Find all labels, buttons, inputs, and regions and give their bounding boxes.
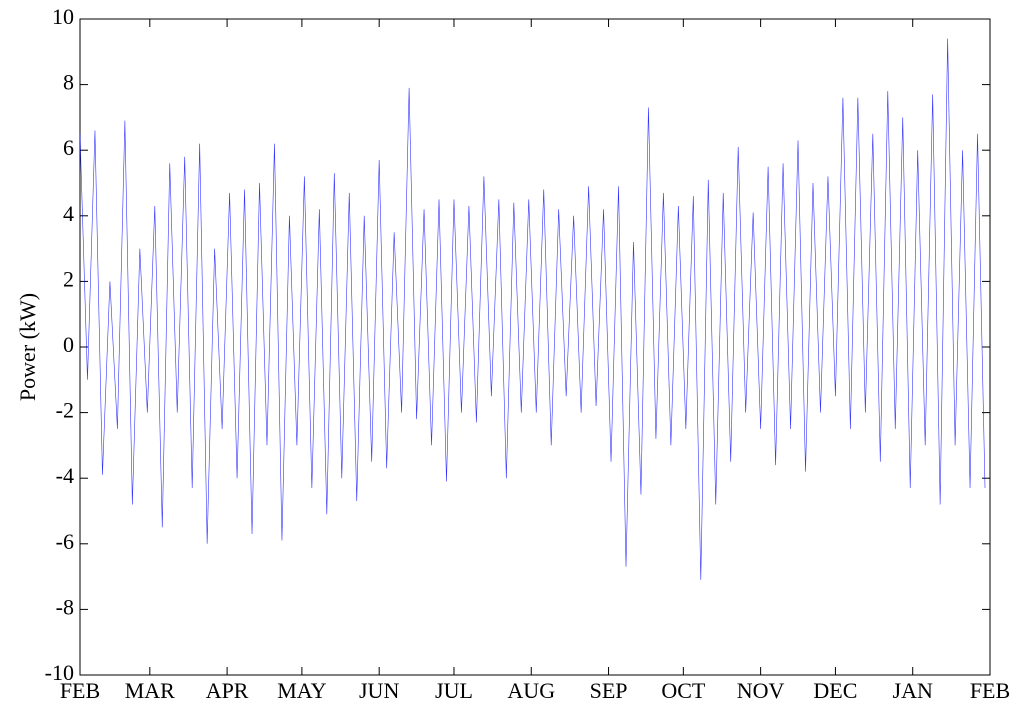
x-tick-label: DEC	[813, 678, 857, 703]
y-tick-label: -6	[56, 529, 74, 554]
y-tick-label: 2	[63, 266, 74, 291]
plot-frame	[79, 18, 991, 676]
y-tick-label: -10	[45, 660, 74, 685]
x-tick-label: JUL	[435, 678, 473, 703]
x-tick-label: JAN	[893, 678, 933, 703]
y-tick-label: 6	[63, 135, 74, 160]
x-tick-label: MAY	[277, 678, 326, 703]
x-tick-label: OCT	[661, 678, 706, 703]
y-tick-label: -4	[56, 463, 74, 488]
y-tick-label: 0	[63, 332, 74, 357]
x-tick-label: SEP	[590, 678, 628, 703]
x-tick-label: FEB	[60, 678, 100, 703]
x-tick-label: APR	[206, 678, 249, 703]
x-tick-label: AUG	[507, 678, 555, 703]
data-line	[79, 38, 986, 580]
y-tick-label: 10	[52, 4, 74, 29]
x-tick-label: NOV	[737, 678, 785, 703]
y-tick-label: 4	[63, 201, 74, 226]
x-tick-label: JUN	[359, 678, 399, 703]
y-tick-label: -2	[56, 398, 74, 423]
x-tick-label: MAR	[125, 678, 175, 703]
x-tick-label: FEB	[970, 678, 1010, 703]
y-tick-label: 8	[63, 70, 74, 95]
y-tick-label: -8	[56, 594, 74, 619]
y-axis-label: Power (kW)	[15, 293, 40, 401]
